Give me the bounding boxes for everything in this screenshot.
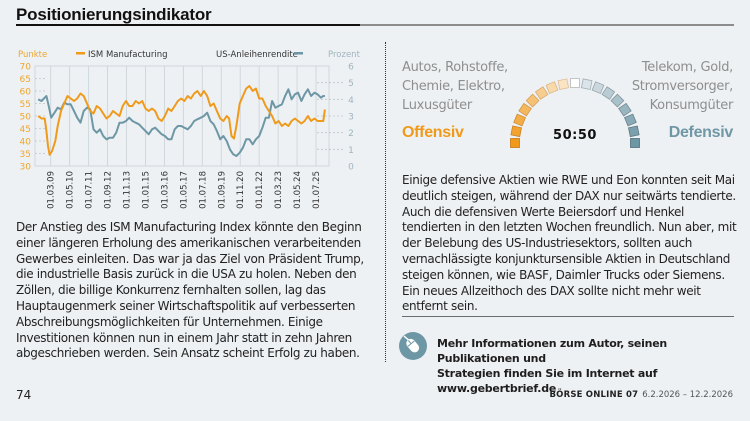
mouse-icon	[399, 332, 427, 360]
right-tick-label: 1	[348, 146, 354, 156]
gauge-segment	[610, 93, 625, 108]
right-tick-label: 2	[348, 129, 354, 139]
left-tick-label: 55	[20, 100, 31, 110]
chart-grid	[34, 65, 343, 167]
header-rule	[360, 24, 734, 26]
x-tick-label: 01.11.13	[123, 171, 133, 209]
left-tick-label: 70	[20, 63, 32, 73]
defensive-label: Defensiv	[668, 124, 734, 141]
x-tick-label: 01.03.09	[47, 171, 57, 209]
x-tick-label: 01.01.15	[141, 171, 151, 209]
info-divider	[402, 316, 734, 317]
x-axis: 01.03.09 01.05.10 01.07.11 01.09.12 01.11.13…	[47, 171, 322, 209]
left-tick-label: 60	[20, 88, 32, 98]
gauge-segment	[545, 81, 559, 95]
footer-issue: BÖRSE ONLINE 07 6.2.2026 – 12.2.2026	[549, 390, 733, 400]
x-tick-label: 01.11.20	[236, 171, 246, 209]
offensive-sector-line: Autos, Rohstoffe,	[402, 60, 508, 75]
left-tick-label: 65	[20, 75, 31, 85]
gauge-segment	[628, 125, 640, 138]
defensive-sector-line: Konsumgüter	[649, 98, 734, 113]
gauge-segment	[525, 93, 540, 108]
defensive-sector-line: Stromversorger,	[631, 79, 733, 94]
offensive-sector-line: Chemie, Elektro,	[402, 79, 505, 94]
x-tick-label: 01.09.19	[217, 171, 227, 209]
x-tick-label: 01.05.10	[66, 171, 76, 209]
x-tick-label: 01.07.11	[85, 171, 95, 209]
gauge-segment	[623, 113, 637, 127]
left-tick-label: 45	[20, 125, 31, 135]
right-article-text: Einige defensive Aktien wie RWE und Eon …	[402, 173, 737, 314]
gauge-segment	[510, 125, 522, 138]
left-tick-label: 40	[20, 138, 32, 148]
x-tick-label: 01.01.22	[255, 171, 265, 209]
legend-swatch-ism	[76, 52, 85, 55]
x-tick-label: 01.03.16	[160, 171, 170, 209]
author-info: Mehr Informationen zum Autor, seinen Pub…	[437, 336, 750, 396]
page-number: 74	[16, 388, 32, 402]
gauge-segment	[510, 138, 520, 148]
gauge-segment	[618, 102, 632, 117]
gauge-segment	[518, 102, 532, 117]
x-tick-label: 01.07.25	[312, 171, 322, 209]
title-rule	[16, 24, 360, 26]
gauge-segment	[513, 113, 527, 127]
chart-lines	[37, 85, 326, 157]
right-tick-label: 3	[348, 113, 354, 123]
right-tick-label: 0	[348, 163, 354, 173]
page-title: Positionierungsindikator	[16, 5, 212, 24]
legend-label-yield: US-Anleihenrendite	[216, 50, 298, 60]
legend-label-ism: ISM Manufacturing	[88, 50, 168, 60]
right-tick-label: 5	[348, 79, 354, 89]
right-tick-label: 6	[348, 63, 354, 73]
gauge-segment	[570, 78, 580, 88]
legend-swatch-yield	[294, 52, 303, 55]
gauge-segment	[534, 86, 549, 100]
ism-manufacturing-line	[37, 85, 326, 156]
left-y-axis: 30 35 40 45 50 55 60 65 70	[20, 63, 32, 173]
author-info-line: Mehr Informationen zum Autor, seinen Pub…	[437, 337, 668, 365]
column-divider	[385, 42, 386, 362]
plot-frame	[34, 65, 330, 167]
chart-legend: Punkte ISM Manufacturing US-Anleihenrend…	[18, 50, 361, 60]
gauge-segment	[557, 78, 570, 90]
defensive-sectors: Telekom, Gold, Stromversorger, Konsumgüt…	[632, 58, 733, 115]
offensive-sector-line: Luxusgüter	[402, 98, 472, 113]
gauge-ratio: 50:50	[553, 128, 597, 143]
gauge-segment	[630, 138, 640, 148]
gauge-segment	[601, 86, 616, 100]
left-axis-label: Punkte	[18, 50, 47, 60]
magazine-name: BÖRSE ONLINE 07	[549, 390, 639, 400]
offensive-label: Offensiv	[402, 124, 464, 141]
x-tick-label: 01.09.12	[104, 171, 114, 209]
positioning-gauge	[510, 78, 640, 148]
right-y-axis: 0 1 2 3 4 5 6	[348, 63, 354, 173]
left-article-text: Der Anstieg des ISM Manufacturing Index …	[16, 220, 364, 361]
left-tick-label: 50	[20, 113, 32, 123]
x-tick-label: 01.05.24	[293, 171, 303, 209]
x-tick-label: 01.07.18	[198, 171, 208, 209]
gauge-segment	[591, 81, 605, 95]
us-yield-line	[37, 88, 325, 157]
defensive-sector-line: Telekom, Gold,	[641, 60, 733, 75]
left-tick-label: 35	[20, 150, 31, 160]
author-info-line: Strategien finden Sie im Internet auf ww…	[437, 367, 658, 395]
right-axis-label: Prozent	[328, 50, 361, 60]
offensive-sectors: Autos, Rohstoffe, Chemie, Elektro, Luxus…	[402, 58, 508, 115]
x-tick-label: 01.03.23	[274, 171, 284, 209]
x-tick-label: 01.05.17	[179, 171, 189, 209]
issue-dates: 6.2.2026 – 12.2.2026	[642, 390, 733, 400]
left-tick-label: 30	[20, 163, 32, 173]
gauge-segment	[580, 78, 593, 90]
right-tick-label: 4	[348, 96, 354, 106]
